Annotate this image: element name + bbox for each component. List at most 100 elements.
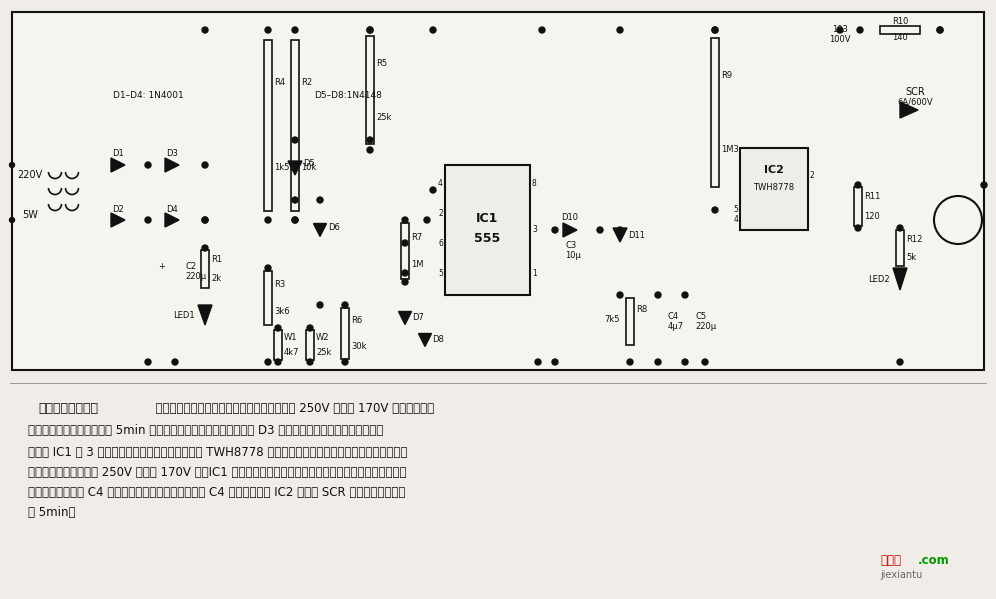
Polygon shape: [418, 334, 431, 346]
Text: 本保护器具有控制功率大，可在电源电压高于 250V 或低于 170V 时停止输出，: 本保护器具有控制功率大，可在电源电压高于 250V 或低于 170V 时停止输出…: [148, 401, 434, 415]
Circle shape: [430, 27, 436, 33]
Text: 5: 5: [733, 205, 738, 214]
Polygon shape: [398, 311, 411, 325]
Text: 接线图: 接线图: [880, 553, 901, 567]
Text: 10k: 10k: [301, 164, 317, 173]
Circle shape: [539, 27, 545, 33]
Text: 5k: 5k: [906, 253, 916, 262]
Circle shape: [202, 217, 208, 223]
Polygon shape: [613, 228, 627, 242]
Circle shape: [145, 217, 151, 223]
Text: LED2: LED2: [869, 274, 890, 283]
Text: LED1: LED1: [173, 310, 195, 319]
Text: W1: W1: [284, 333, 298, 342]
Circle shape: [10, 162, 15, 168]
Polygon shape: [900, 102, 918, 118]
Text: 4k7: 4k7: [284, 348, 300, 357]
Circle shape: [682, 359, 688, 365]
Bar: [264, 271, 272, 325]
Text: 6: 6: [438, 238, 443, 247]
Circle shape: [617, 292, 623, 298]
Text: 6A/600V: 6A/600V: [897, 98, 933, 107]
Bar: [896, 230, 904, 266]
Text: 4μ7: 4μ7: [668, 322, 684, 331]
Bar: [12, 12, 984, 370]
Text: 100V: 100V: [830, 35, 851, 44]
Circle shape: [202, 27, 208, 33]
Text: 4: 4: [733, 216, 738, 225]
Bar: [306, 329, 314, 361]
Circle shape: [202, 245, 208, 251]
Text: 工作。当电网电压大于 250V 或低于 170V 时，IC1 处于保护状态无输出。电路的输出插座无电。当电网停电: 工作。当电网电压大于 250V 或低于 170V 时，IC1 处于保护状态无输出…: [28, 465, 406, 479]
Polygon shape: [198, 305, 212, 325]
Circle shape: [265, 217, 271, 223]
Text: 4: 4: [438, 179, 443, 187]
Bar: [264, 40, 272, 210]
Text: R11: R11: [864, 192, 880, 201]
Bar: [854, 187, 862, 226]
Bar: [291, 40, 299, 210]
Text: 在断电后又恢复供电时延时 5min 自动供电的功能。正常供电时，经 D3 整流的脉动电压和基准电压进行比: 在断电后又恢复供电时延时 5min 自动供电的功能。正常供电时，经 D3 整流的…: [28, 423, 383, 437]
Circle shape: [712, 27, 718, 33]
Circle shape: [292, 27, 298, 33]
Circle shape: [367, 27, 373, 33]
Circle shape: [307, 325, 313, 331]
Text: 30k: 30k: [351, 342, 367, 351]
Circle shape: [265, 27, 271, 33]
Circle shape: [202, 162, 208, 168]
Circle shape: [367, 147, 373, 153]
Text: D5–D8:1N4148: D5–D8:1N4148: [314, 90, 381, 99]
Text: 25k: 25k: [376, 113, 391, 122]
Circle shape: [275, 325, 281, 331]
Bar: [740, 148, 808, 230]
Bar: [201, 250, 209, 288]
Text: 时 5min。: 时 5min。: [28, 506, 76, 519]
Text: R1: R1: [211, 255, 222, 264]
Text: R10: R10: [891, 17, 908, 26]
Text: 10μ: 10μ: [565, 250, 581, 259]
Text: R9: R9: [721, 71, 732, 80]
Text: D11: D11: [628, 231, 645, 240]
Polygon shape: [165, 158, 179, 172]
Text: 7k5: 7k5: [605, 316, 620, 325]
Text: 5W: 5W: [22, 210, 38, 220]
Text: D2: D2: [113, 204, 124, 213]
Text: R2: R2: [301, 78, 312, 87]
Text: 1M: 1M: [411, 261, 423, 270]
Text: 1: 1: [532, 268, 537, 277]
Text: W2: W2: [316, 333, 330, 342]
Circle shape: [837, 27, 843, 33]
Text: 2: 2: [438, 208, 443, 217]
Text: 220μ: 220μ: [185, 272, 206, 281]
Circle shape: [617, 227, 623, 233]
Polygon shape: [563, 223, 577, 237]
Bar: [366, 36, 374, 144]
Text: C3: C3: [565, 241, 577, 250]
Circle shape: [430, 187, 436, 193]
Text: 25k: 25k: [316, 348, 332, 357]
Text: C5: C5: [695, 312, 706, 321]
Text: 220V: 220V: [17, 170, 43, 180]
Text: 8: 8: [532, 179, 537, 187]
Circle shape: [702, 359, 708, 365]
Text: D1: D1: [113, 150, 124, 159]
Circle shape: [265, 359, 271, 365]
Bar: [274, 329, 282, 361]
Circle shape: [145, 162, 151, 168]
Text: SCR: SCR: [905, 87, 925, 97]
Circle shape: [307, 359, 313, 365]
Circle shape: [342, 302, 348, 308]
Text: D10: D10: [562, 213, 579, 222]
Text: D7: D7: [412, 313, 424, 322]
Circle shape: [855, 182, 861, 188]
Circle shape: [712, 27, 718, 33]
Text: +: +: [158, 262, 165, 271]
Text: 2: 2: [810, 171, 815, 180]
Circle shape: [342, 359, 348, 365]
Text: 555: 555: [474, 231, 501, 244]
Text: 全自动家电保护器: 全自动家电保护器: [38, 401, 98, 415]
Text: 杭州将宪科技有限公司: 杭州将宪科技有限公司: [436, 261, 544, 279]
Circle shape: [292, 217, 298, 223]
Circle shape: [552, 359, 558, 365]
Text: R12: R12: [906, 234, 922, 244]
